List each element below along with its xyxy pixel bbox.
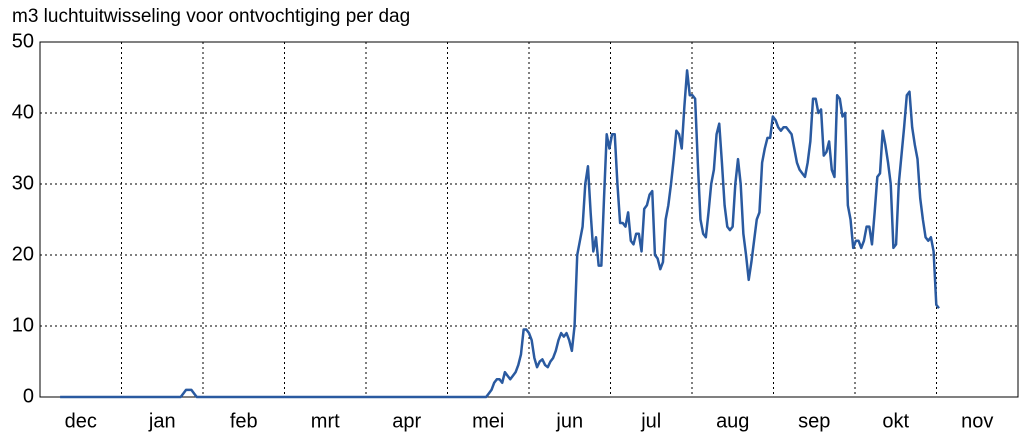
x-tick-label: aug xyxy=(716,410,749,432)
x-tick-label: mrt xyxy=(311,410,340,432)
y-tick-label: 40 xyxy=(12,101,34,123)
y-tick-label: 0 xyxy=(23,385,34,407)
plot-frame xyxy=(39,41,1019,398)
x-tick-label: sep xyxy=(798,410,830,432)
y-tick-label: 20 xyxy=(12,243,34,265)
x-tick-label: feb xyxy=(230,410,258,432)
x-tick-label: apr xyxy=(392,410,421,432)
y-tick-label: 30 xyxy=(12,172,34,194)
x-tick-label: nov xyxy=(961,410,993,432)
x-tick-label: dec xyxy=(65,410,97,432)
x-tick-label: mei xyxy=(472,410,504,432)
x-tick-label: jul xyxy=(640,410,661,432)
x-tick-label: jan xyxy=(148,410,176,432)
y-tick-label: 10 xyxy=(12,314,34,336)
y-tick-label: 50 xyxy=(12,30,34,52)
x-tick-label: jun xyxy=(555,410,583,432)
chart-title: m3 luchtuitwisseling voor ontvochtiging … xyxy=(12,6,410,27)
x-tick-label: okt xyxy=(882,410,909,432)
line-series xyxy=(60,69,940,399)
